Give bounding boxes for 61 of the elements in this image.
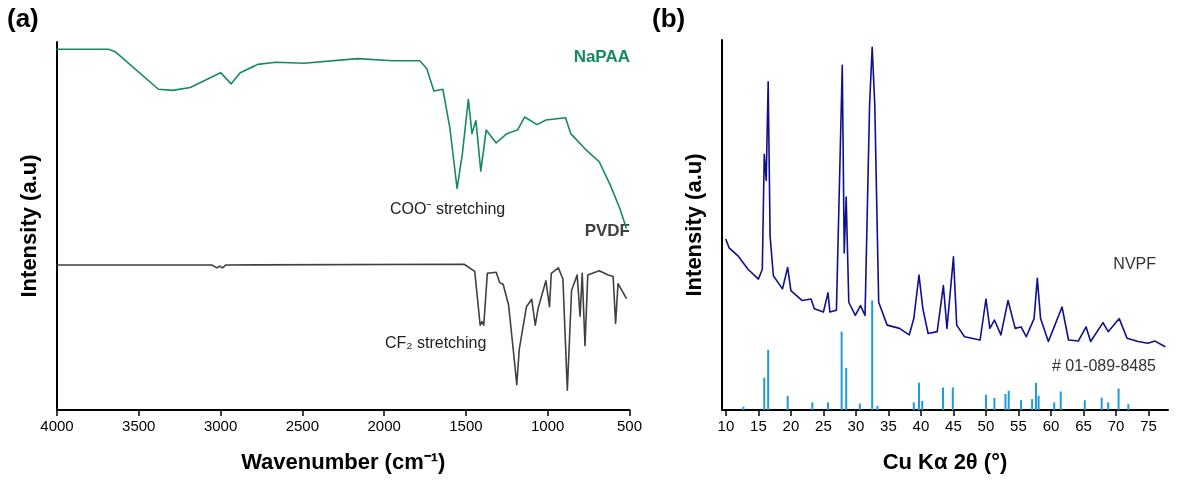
annotation: COO⁻ stretching	[390, 199, 506, 217]
x-tick-label: 500	[616, 417, 642, 434]
bar	[811, 402, 814, 410]
x-tick-label: 25	[815, 417, 832, 434]
bar	[951, 387, 954, 410]
bar	[1035, 382, 1038, 410]
series-label: PVDF	[584, 221, 630, 240]
bar	[1053, 402, 1056, 410]
x-tick-label: 4000	[40, 417, 74, 434]
x-tick-label: 40	[912, 417, 930, 434]
x-tick-label: 2500	[285, 417, 320, 434]
bar	[840, 331, 843, 410]
bar	[1020, 400, 1023, 410]
y-axis-title: Intensity (a.u)	[15, 154, 41, 298]
bar	[1083, 400, 1086, 410]
x-tick-label: 70	[1107, 417, 1125, 434]
x-tick-label: 75	[1140, 417, 1157, 434]
x-tick-label: 50	[977, 417, 995, 434]
y-axis-title: Intensity (a.u)	[680, 153, 706, 297]
x-tick-label: 15	[750, 417, 767, 434]
bar	[845, 367, 848, 410]
bar	[912, 402, 915, 410]
x-axis-title: Wavenumber (cm⁻¹)	[241, 448, 446, 474]
chart-title: (a)	[7, 3, 39, 33]
text: NaPAA	[573, 47, 631, 66]
bar	[826, 402, 829, 410]
series-label: # 01-089-8485	[1051, 356, 1157, 374]
x-tick-label: 3500	[122, 417, 156, 434]
bar	[767, 349, 770, 410]
bar	[942, 387, 945, 410]
bar	[1007, 390, 1010, 410]
x-tick-label: 60	[1042, 417, 1060, 434]
bar	[1031, 399, 1034, 410]
bar	[1107, 402, 1110, 410]
x-axis-title: Cu Kα 2θ (°)	[882, 448, 1008, 474]
bar	[1117, 388, 1120, 410]
bar	[786, 395, 789, 410]
bar	[984, 394, 987, 410]
x-tick-label: 30	[847, 417, 865, 434]
x-tick-label: 2000	[367, 417, 401, 434]
bar	[1100, 397, 1103, 410]
bar	[917, 382, 920, 410]
bar	[1059, 391, 1062, 410]
bar	[993, 398, 996, 410]
bar	[871, 300, 874, 410]
x-tick-label: 35	[880, 417, 897, 434]
bar	[1004, 394, 1007, 410]
annotation: CF₂ stretching	[385, 333, 487, 351]
text: NVPF	[1113, 254, 1157, 272]
bar	[858, 403, 861, 410]
x-tick-label: 20	[782, 417, 800, 434]
x-tick-label: 55	[1010, 417, 1027, 434]
chart-title: (b)	[652, 3, 686, 33]
x-tick-label: 1000	[531, 417, 565, 434]
x-tick-label: 10	[717, 417, 735, 434]
x-tick-label: 3000	[203, 417, 238, 434]
bar	[763, 377, 766, 410]
x-tick-label: 45	[945, 417, 962, 434]
bar	[1127, 404, 1130, 410]
x-tick-label: 1500	[449, 417, 483, 434]
x-tick-label: 65	[1075, 417, 1092, 434]
